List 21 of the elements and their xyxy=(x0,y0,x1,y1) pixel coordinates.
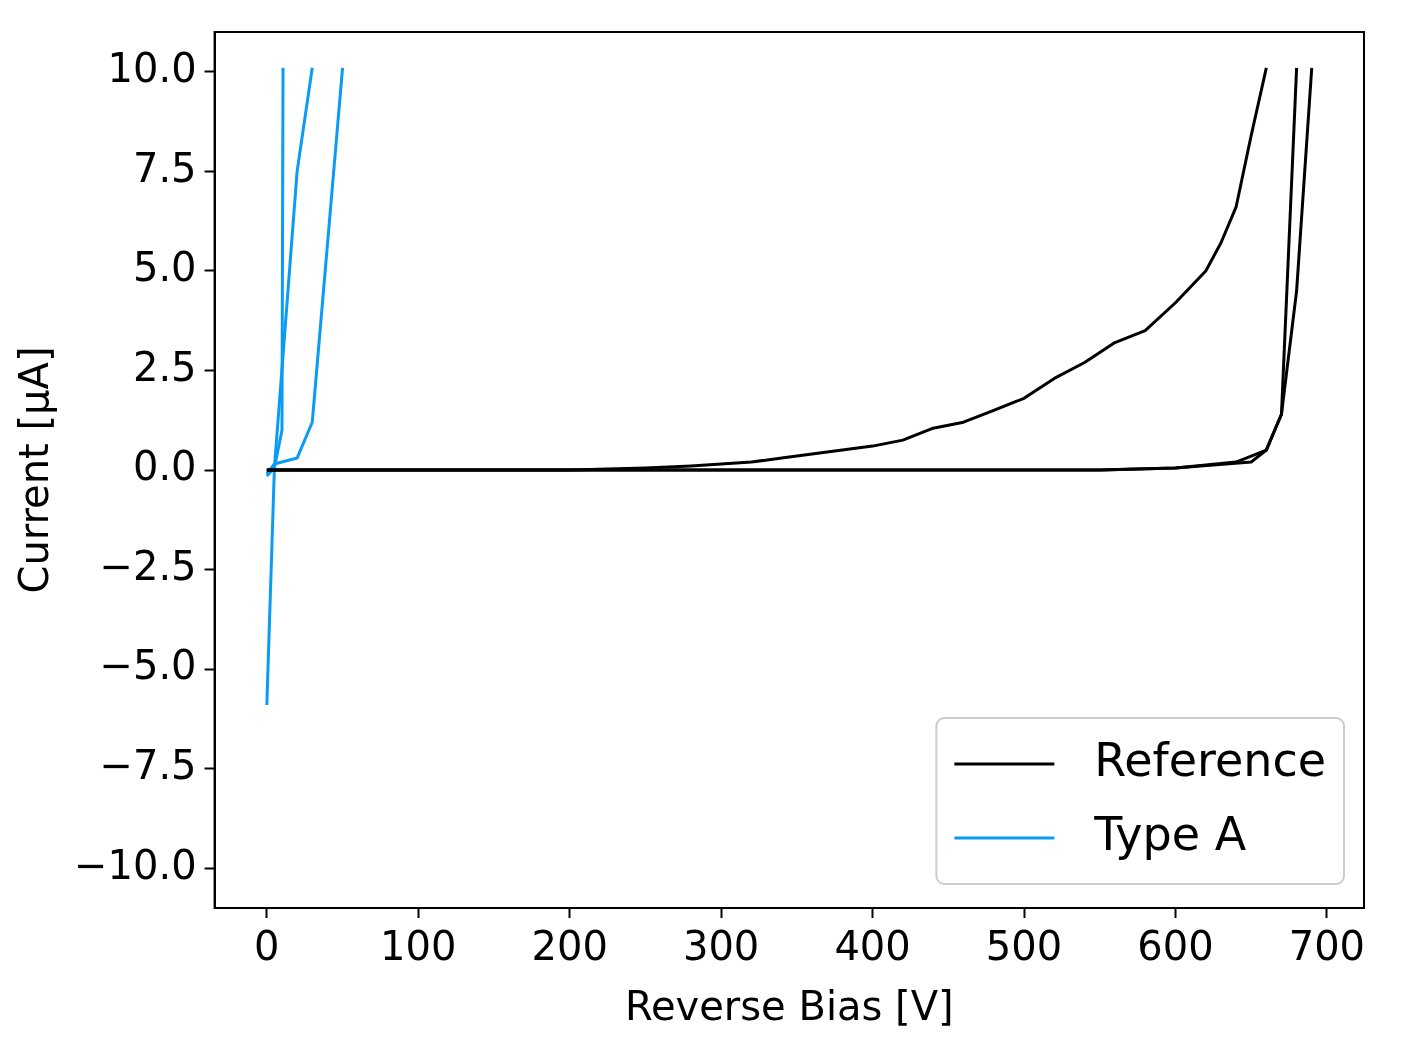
x-tick-label: 100 xyxy=(380,923,457,970)
x-tick-label: 400 xyxy=(834,923,911,970)
legend-label: Type A xyxy=(1093,806,1247,861)
x-tick-label: 200 xyxy=(531,923,608,970)
x-tick-label: 0 xyxy=(254,923,280,970)
x-tick-label: 700 xyxy=(1288,923,1366,970)
y-tick-label: −5.0 xyxy=(99,642,197,689)
y-tick-label: 0.0 xyxy=(132,443,197,490)
legend-label: Reference xyxy=(1094,732,1326,787)
y-tick-label: −7.5 xyxy=(99,742,197,789)
x-tick-label: 600 xyxy=(1137,923,1214,970)
y-tick-label: 7.5 xyxy=(132,144,197,191)
y-tick-label: 5.0 xyxy=(132,244,197,291)
x-tick-label: 300 xyxy=(682,923,760,970)
y-axis-title: Current [μA] xyxy=(11,346,58,594)
x-tick-label: 500 xyxy=(985,923,1063,970)
y-tick-label: −2.5 xyxy=(99,542,197,589)
x-axis-title: Reverse Bias [V] xyxy=(624,983,954,1030)
y-tick-label: 2.5 xyxy=(132,343,197,390)
y-tick-label: −10.0 xyxy=(74,841,197,888)
y-tick-label: 10.0 xyxy=(107,45,197,92)
